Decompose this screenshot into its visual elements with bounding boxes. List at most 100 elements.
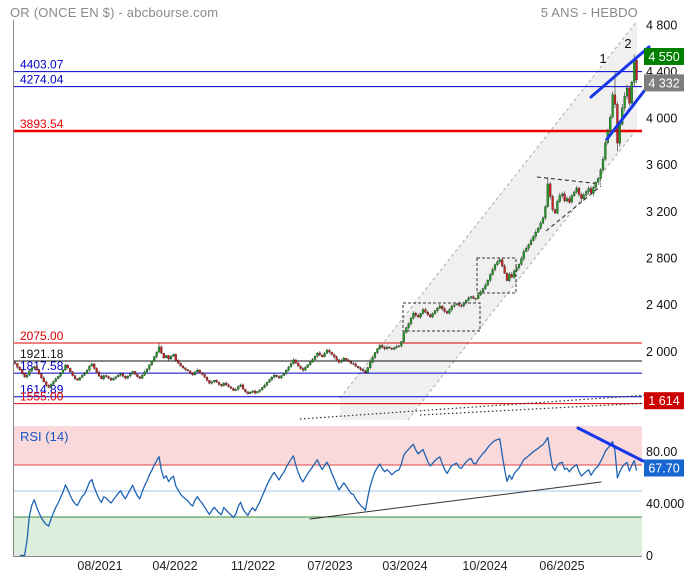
candle-body [366, 367, 369, 373]
price-badge-label: 1 614 [648, 394, 679, 408]
candle-body [457, 303, 461, 306]
candle-body [165, 355, 168, 359]
candle-body [138, 376, 141, 379]
candle-body [47, 384, 50, 388]
candle-body [229, 386, 233, 389]
candle-body [378, 345, 381, 349]
candle-body [191, 373, 194, 376]
candle-body [431, 313, 434, 317]
candle-body [609, 117, 612, 132]
price-tick-label: 4 000 [646, 112, 677, 126]
longterm-dotted-lower [419, 402, 649, 416]
candle-body [49, 384, 53, 388]
candle-body [59, 373, 62, 377]
candle-body [613, 94, 617, 105]
candle-body [179, 363, 182, 367]
candle-body [402, 332, 405, 342]
candle-body [81, 374, 84, 378]
candle-body [189, 370, 192, 374]
candle-body [145, 368, 149, 373]
price-badges: 4 550 4 332 1 614 [644, 47, 684, 410]
candle-body [232, 388, 235, 391]
rsi-overbought-zone [13, 426, 642, 465]
candle-body [455, 303, 458, 306]
candle-body [289, 363, 293, 368]
candle-body [265, 382, 269, 386]
candle-body [611, 94, 614, 118]
candle-body [515, 267, 518, 272]
candle-body [541, 217, 545, 224]
candle-body [337, 359, 341, 363]
rsi-curve [19, 436, 638, 557]
candle-body [301, 368, 305, 371]
candle-body [433, 310, 437, 314]
candle-body [294, 359, 297, 364]
candle-body [277, 376, 281, 379]
candle-body [582, 194, 585, 199]
candle-body [421, 309, 425, 314]
candle-body [513, 270, 516, 278]
candle-body [160, 346, 163, 354]
candle-body [90, 363, 93, 367]
candle-body [568, 198, 571, 203]
candle-body [489, 274, 492, 281]
candle-body [316, 352, 319, 357]
candle-body [390, 347, 393, 350]
candle-body [85, 370, 89, 374]
candle-body [143, 371, 146, 376]
candle-body [93, 363, 96, 369]
candle-body [311, 359, 314, 363]
candle-body [496, 261, 499, 265]
candle-body [172, 354, 175, 357]
candle-body [409, 318, 413, 324]
candle-body [239, 384, 242, 387]
candle-body [220, 384, 223, 386]
candle-body [333, 354, 336, 358]
candle-body [486, 280, 489, 286]
candle-body [198, 369, 201, 373]
candle-body [150, 361, 153, 366]
candle-body [460, 305, 463, 307]
annotation-boxes [402, 257, 517, 332]
candle-body [347, 359, 350, 362]
candle-body [54, 378, 57, 382]
candle-body [558, 195, 561, 202]
candle-body [210, 381, 213, 384]
candle-body [525, 248, 528, 252]
candle-body [376, 348, 379, 353]
candle-body [105, 375, 108, 377]
wave-count-label: 2 [624, 36, 631, 51]
level-label: 1555.00 [20, 390, 64, 404]
axes-frame [13, 20, 642, 557]
candle-body [369, 362, 372, 368]
candle-body [520, 258, 523, 265]
candle-body [522, 251, 525, 259]
time-tick-label: 03/2024 [382, 559, 427, 573]
candle-body [436, 308, 439, 311]
candle-body [364, 370, 367, 373]
pennant-lower [545, 185, 602, 232]
candle-body [419, 313, 422, 318]
rsi-pane: RSI (14) 80.00 40.000 0 67.70 [13, 426, 684, 563]
wave-trendline-upper [589, 45, 651, 99]
candle-body [426, 312, 429, 315]
price-tick-label: 2 800 [646, 252, 677, 266]
candle-body [244, 388, 247, 392]
candle-body [268, 379, 271, 383]
candle-body [237, 386, 240, 390]
price-tick-label: 4 800 [646, 18, 677, 32]
candle-body [551, 196, 554, 210]
price-tick-label: 3 600 [646, 158, 677, 172]
candle-body [313, 356, 317, 360]
candle-body [40, 373, 43, 379]
candle-body [393, 347, 396, 350]
level-label: 4403.07 [20, 58, 64, 72]
candle-body [222, 382, 225, 386]
candle-body [498, 259, 501, 262]
wave-trendline-lower [605, 84, 650, 141]
level-label: 1817.58 [20, 359, 64, 373]
candle-body [323, 353, 326, 357]
candle-body [253, 390, 257, 394]
